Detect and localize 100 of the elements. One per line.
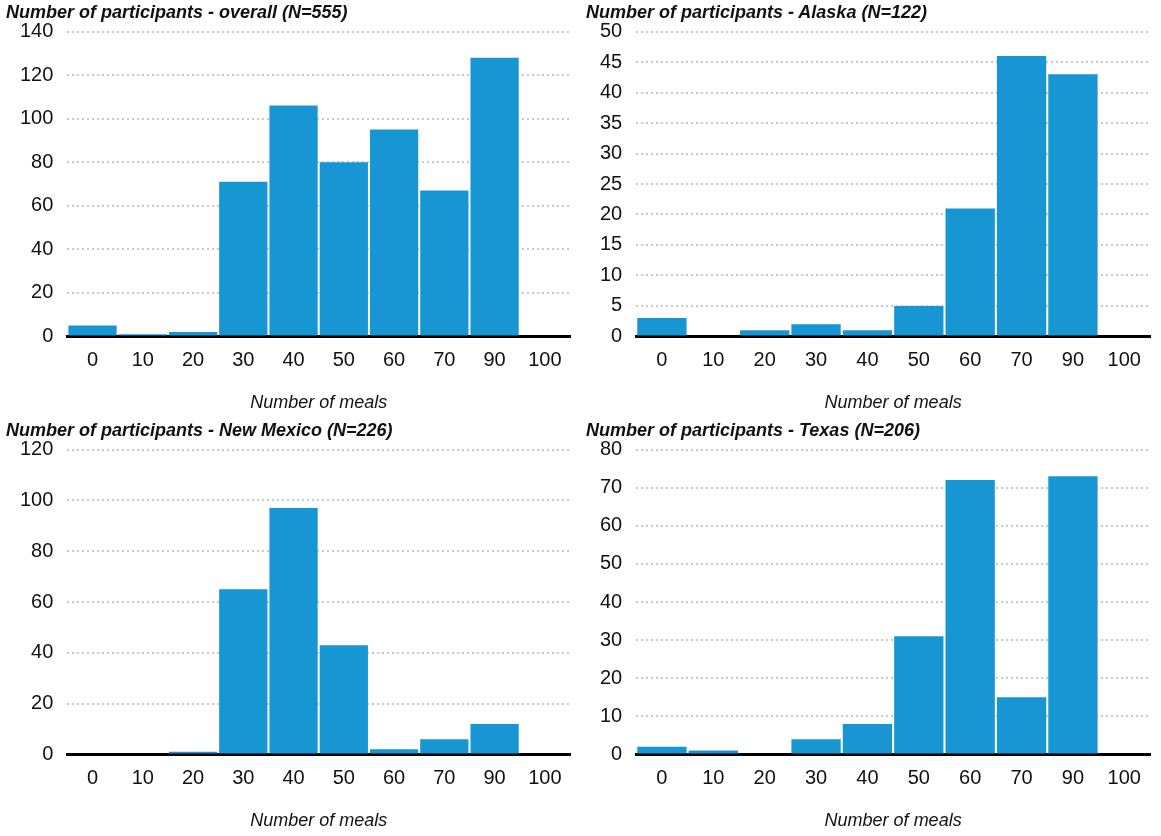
x-tick-label: 0 bbox=[656, 347, 668, 370]
y-tick-label: 40 bbox=[31, 236, 54, 259]
y-tick-label: 30 bbox=[600, 141, 623, 164]
y-tick-label: 50 bbox=[600, 551, 623, 574]
x-axis-title: Number of meals bbox=[250, 810, 388, 831]
x-tick-label: 40 bbox=[282, 765, 305, 788]
bar bbox=[996, 697, 1047, 754]
x-tick-label: 30 bbox=[232, 347, 255, 370]
bar bbox=[740, 330, 790, 336]
y-tick-label: 100 bbox=[19, 106, 54, 129]
bar bbox=[369, 129, 419, 336]
bar bbox=[842, 330, 893, 336]
bar bbox=[269, 508, 318, 754]
x-tick-label: 50 bbox=[332, 347, 355, 370]
x-tick-label: 30 bbox=[804, 347, 828, 370]
x-tick-label: 100 bbox=[528, 765, 562, 788]
bar bbox=[68, 325, 117, 336]
bar bbox=[470, 57, 519, 336]
y-tick-label: 40 bbox=[600, 589, 623, 612]
bar bbox=[319, 162, 368, 336]
x-tick-label: 0 bbox=[656, 765, 668, 788]
y-tick-label: 70 bbox=[600, 475, 623, 498]
x-tick-label: 40 bbox=[856, 765, 879, 788]
x-tick-label: 10 bbox=[702, 347, 725, 370]
y-tick-label: 60 bbox=[31, 193, 54, 216]
y-tick-label: 80 bbox=[31, 149, 54, 172]
bar bbox=[269, 105, 318, 336]
x-tick-label: 20 bbox=[181, 765, 205, 788]
y-tick-label: 140 bbox=[19, 19, 54, 42]
x-axis-title: Number of meals bbox=[250, 392, 388, 413]
x-tick-label: 100 bbox=[1107, 347, 1141, 370]
y-tick-label: 60 bbox=[600, 513, 623, 536]
y-tick-label: 15 bbox=[600, 232, 623, 255]
x-tick-label: 60 bbox=[382, 347, 406, 370]
y-tick-label: 10 bbox=[600, 703, 623, 726]
bar bbox=[319, 645, 368, 754]
x-tick-label: 70 bbox=[433, 347, 456, 370]
x-tick-label: 50 bbox=[907, 765, 930, 788]
y-tick-label: 40 bbox=[600, 80, 623, 103]
x-tick-label: 100 bbox=[528, 347, 562, 370]
y-tick-label: 60 bbox=[31, 589, 54, 612]
x-tick-label: 50 bbox=[907, 347, 930, 370]
y-tick-label: 20 bbox=[31, 280, 54, 303]
x-axis-title: Number of meals bbox=[824, 392, 962, 413]
x-tick-label: 70 bbox=[433, 765, 456, 788]
y-tick-label: 25 bbox=[600, 171, 623, 194]
x-tick-label: 40 bbox=[856, 347, 879, 370]
y-tick-label: 35 bbox=[600, 110, 623, 133]
bar bbox=[894, 636, 944, 754]
x-tick-label: 60 bbox=[382, 765, 406, 788]
x-tick-label: 40 bbox=[282, 347, 305, 370]
bar bbox=[219, 589, 268, 754]
x-tick-label: 50 bbox=[332, 765, 355, 788]
x-axis-title: Number of meals bbox=[824, 810, 962, 831]
x-tick-label: 30 bbox=[232, 765, 255, 788]
bar bbox=[945, 208, 995, 336]
x-tick-label: 70 bbox=[1010, 347, 1033, 370]
x-tick-label: 20 bbox=[753, 765, 776, 788]
x-tick-label: 90 bbox=[483, 765, 506, 788]
chart-title: Number of participants - New Mexico (N=226) bbox=[6, 419, 393, 440]
y-tick-label: 20 bbox=[31, 691, 54, 714]
bar bbox=[470, 723, 519, 754]
x-tick-label: 60 bbox=[959, 347, 982, 370]
x-tick-label: 70 bbox=[1010, 765, 1033, 788]
x-tick-label: 100 bbox=[1107, 765, 1141, 788]
bar bbox=[996, 55, 1047, 336]
y-tick-label: 20 bbox=[600, 665, 623, 688]
bar bbox=[637, 318, 687, 336]
x-tick-label: 0 bbox=[86, 765, 99, 788]
x-tick-label: 90 bbox=[1061, 765, 1085, 788]
bar bbox=[420, 739, 469, 754]
x-tick-label: 20 bbox=[753, 347, 776, 370]
chart-title: Number of participants - Alaska (N=122) bbox=[586, 1, 927, 22]
bar bbox=[945, 480, 995, 754]
y-tick-label: 5 bbox=[611, 293, 623, 316]
bar bbox=[1048, 476, 1098, 754]
x-tick-label: 20 bbox=[181, 347, 205, 370]
chart-title: Number of participants - overall (N=555) bbox=[6, 1, 348, 22]
bar bbox=[842, 723, 893, 754]
y-tick-label: 40 bbox=[31, 640, 54, 663]
x-tick-label: 90 bbox=[1061, 347, 1085, 370]
x-tick-label: 0 bbox=[86, 347, 99, 370]
y-tick-label: 0 bbox=[42, 741, 54, 764]
y-tick-label: 0 bbox=[611, 323, 623, 346]
x-tick-label: 30 bbox=[804, 765, 828, 788]
chart-title: Number of participants - Texas (N=206) bbox=[586, 419, 920, 440]
bar bbox=[791, 739, 841, 754]
x-tick-label: 60 bbox=[959, 765, 982, 788]
y-tick-label: 30 bbox=[600, 627, 623, 650]
y-tick-label: 45 bbox=[600, 49, 623, 72]
y-tick-label: 50 bbox=[600, 19, 623, 42]
x-tick-label: 10 bbox=[702, 765, 725, 788]
y-tick-label: 10 bbox=[600, 262, 623, 285]
x-tick-label: 10 bbox=[131, 347, 154, 370]
bar bbox=[369, 749, 419, 754]
y-tick-label: 20 bbox=[600, 202, 623, 224]
y-tick-label: 80 bbox=[600, 437, 623, 460]
bar bbox=[1048, 74, 1098, 336]
x-tick-label: 90 bbox=[483, 347, 506, 370]
bar bbox=[219, 181, 268, 336]
